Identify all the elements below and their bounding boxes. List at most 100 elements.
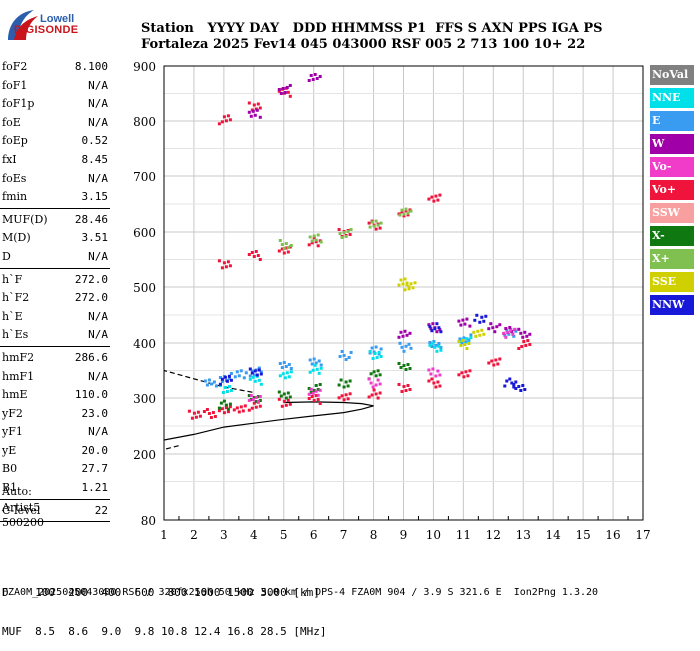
echo-point: [224, 265, 228, 269]
echo-point: [192, 411, 196, 415]
echo-point: [307, 387, 311, 390]
echo-point: [187, 409, 191, 413]
param-value: 20.0: [81, 443, 109, 457]
echo-point: [435, 330, 439, 334]
echo-point: [251, 109, 255, 113]
echo-point: [496, 362, 500, 366]
echo-point: [247, 253, 251, 256]
echo-point: [349, 351, 353, 354]
echo-point: [316, 233, 320, 237]
echo-point: [437, 342, 441, 345]
echo-point: [317, 371, 321, 375]
echo-point: [406, 384, 410, 387]
legend-item: NNE: [650, 88, 694, 108]
echo-point: [514, 380, 518, 384]
echo-point: [346, 384, 350, 388]
echo-point: [378, 226, 382, 230]
param-separator: [0, 207, 110, 209]
echo-point: [379, 221, 383, 225]
echo-point: [397, 362, 401, 365]
electron-density-profile: [164, 369, 374, 451]
echo-point: [399, 366, 403, 369]
echo-point: [400, 390, 404, 393]
echo-point: [279, 92, 283, 95]
echo-point: [220, 377, 224, 381]
echo-point: [404, 389, 408, 392]
param-row: hmF1 N/A: [0, 368, 112, 387]
param-row: yF2 23.0: [0, 405, 112, 424]
echo-point: [521, 384, 525, 387]
echo-point: [257, 378, 261, 382]
echo-point: [480, 328, 484, 332]
echo-point: [251, 375, 255, 379]
echo-point: [379, 355, 383, 358]
echo-point: [286, 246, 290, 249]
echo-point: [228, 118, 232, 122]
param-value: 286.6: [74, 350, 108, 364]
echo-point: [522, 340, 526, 343]
echo-point: [503, 333, 507, 337]
echo-point: [367, 377, 371, 381]
echo-point: [376, 223, 380, 227]
echo-point: [371, 385, 375, 389]
echo-point: [369, 372, 373, 376]
echo-point: [220, 407, 224, 411]
echo-point: [310, 241, 314, 245]
echo-point: [495, 325, 499, 329]
echo-point: [436, 380, 440, 384]
echo-point: [319, 363, 323, 367]
param-value: N/A: [88, 78, 108, 92]
echo-point: [523, 330, 527, 334]
echo-point: [311, 368, 315, 372]
echo-point: [220, 380, 224, 383]
param-row: foEs N/A: [0, 170, 112, 189]
echo-point: [284, 403, 288, 407]
echo-point: [498, 323, 502, 327]
echo-point: [224, 406, 228, 410]
echo-point: [252, 373, 256, 377]
param-value: 23.0: [81, 406, 109, 420]
echo-point: [514, 329, 518, 333]
y-tick-label: 600: [133, 226, 156, 240]
y-tick-label: 200: [133, 448, 156, 462]
x-tick-label: 13: [516, 528, 531, 542]
echo-point: [258, 395, 262, 398]
y-tick-label: 800: [133, 115, 156, 129]
echo-point: [288, 402, 292, 406]
polarization-legend: NoVal NNE E W Vo- Vo+ SSW X- X+ SSE NNW: [650, 65, 694, 318]
echo-point: [339, 378, 343, 382]
echo-point: [256, 400, 260, 403]
param-row: hmF2 286.6: [0, 349, 112, 368]
echo-point: [459, 323, 463, 327]
x-tick-label: 9: [400, 528, 408, 542]
echo-point: [437, 344, 441, 348]
echo-point: [253, 113, 257, 117]
param-name: h`Es: [2, 328, 29, 342]
param-row: B1 1.21: [0, 479, 112, 498]
muf-value-row: MUF 8.5 8.6 9.0 9.8 10.8 12.4 16.8 28.5 …: [2, 625, 327, 638]
echo-point: [468, 324, 472, 328]
echo-point: [313, 73, 317, 76]
legend-item: X-: [650, 226, 694, 246]
echo-point: [317, 359, 321, 363]
echo-point: [196, 410, 200, 414]
param-row: B0 27.7: [0, 460, 112, 479]
echo-point: [342, 231, 346, 234]
echo-point: [248, 377, 252, 381]
echo-point: [467, 338, 471, 342]
echo-point: [288, 94, 292, 98]
echo-point: [217, 406, 221, 410]
echo-point: [226, 114, 230, 118]
echo-point: [461, 339, 465, 342]
echo-point: [403, 288, 407, 292]
param-name: M(D): [2, 231, 31, 245]
echo-point: [402, 214, 406, 218]
echo-point: [223, 375, 227, 379]
echo-point: [282, 247, 286, 250]
echo-point: [438, 384, 442, 388]
echo-point: [405, 281, 409, 285]
echo-point: [217, 259, 221, 263]
echo-point: [277, 89, 281, 93]
echo-point: [397, 383, 401, 386]
echo-point: [346, 397, 350, 401]
